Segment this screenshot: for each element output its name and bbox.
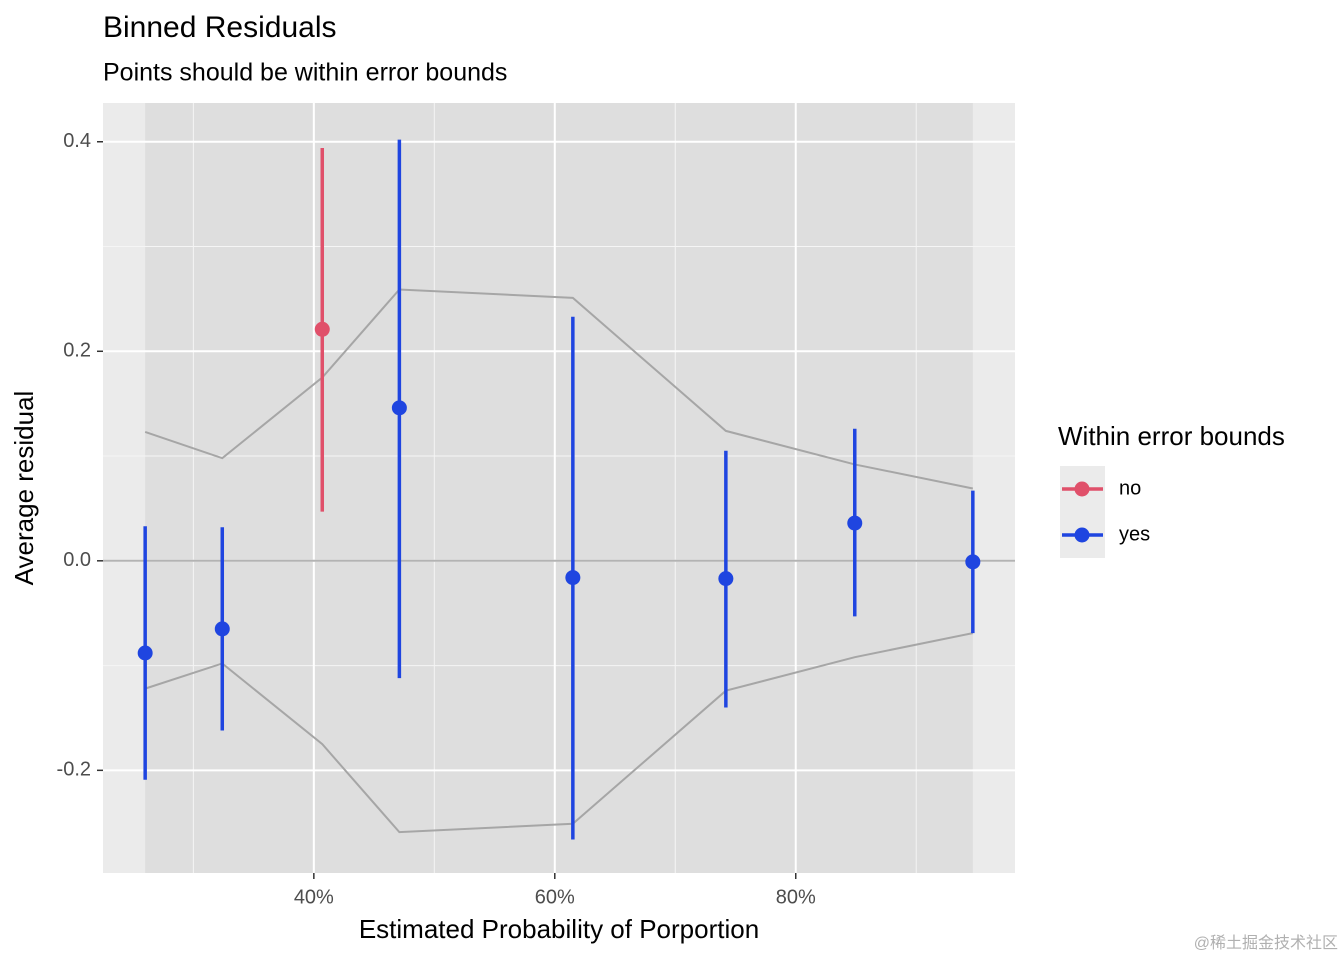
y-tick-label: 0.0 bbox=[63, 549, 91, 571]
chart-subtitle: Points should be within error bounds bbox=[103, 59, 507, 87]
legend-point bbox=[1074, 527, 1090, 543]
point bbox=[565, 570, 581, 586]
x-tick-label: 40% bbox=[294, 886, 334, 908]
legend-label: yes bbox=[1119, 523, 1150, 545]
point bbox=[847, 515, 863, 531]
point bbox=[391, 400, 407, 416]
x-tick-label: 80% bbox=[776, 886, 816, 908]
x-tick-label: 60% bbox=[535, 886, 575, 908]
y-tick-label: 0.2 bbox=[63, 340, 91, 362]
x-axis-label: Estimated Probability of Porportion bbox=[359, 914, 759, 944]
bin-span bbox=[145, 103, 973, 873]
y-axis-label: Average residual bbox=[9, 391, 39, 586]
legend-point bbox=[1074, 481, 1090, 497]
legend-title: Within error bounds bbox=[1058, 421, 1285, 451]
point bbox=[965, 554, 981, 570]
point bbox=[314, 321, 330, 337]
legend-label: no bbox=[1119, 477, 1141, 499]
chart-title: Binned Residuals bbox=[103, 11, 336, 44]
y-tick-label: 0.4 bbox=[63, 130, 91, 152]
point bbox=[718, 571, 734, 587]
point bbox=[214, 621, 230, 637]
bound-line bbox=[144, 632, 974, 834]
watermark: @稀土掘金技术社区 bbox=[1194, 934, 1338, 952]
point bbox=[137, 645, 153, 661]
y-tick-label: -0.2 bbox=[57, 759, 91, 781]
bound-line bbox=[144, 288, 974, 490]
